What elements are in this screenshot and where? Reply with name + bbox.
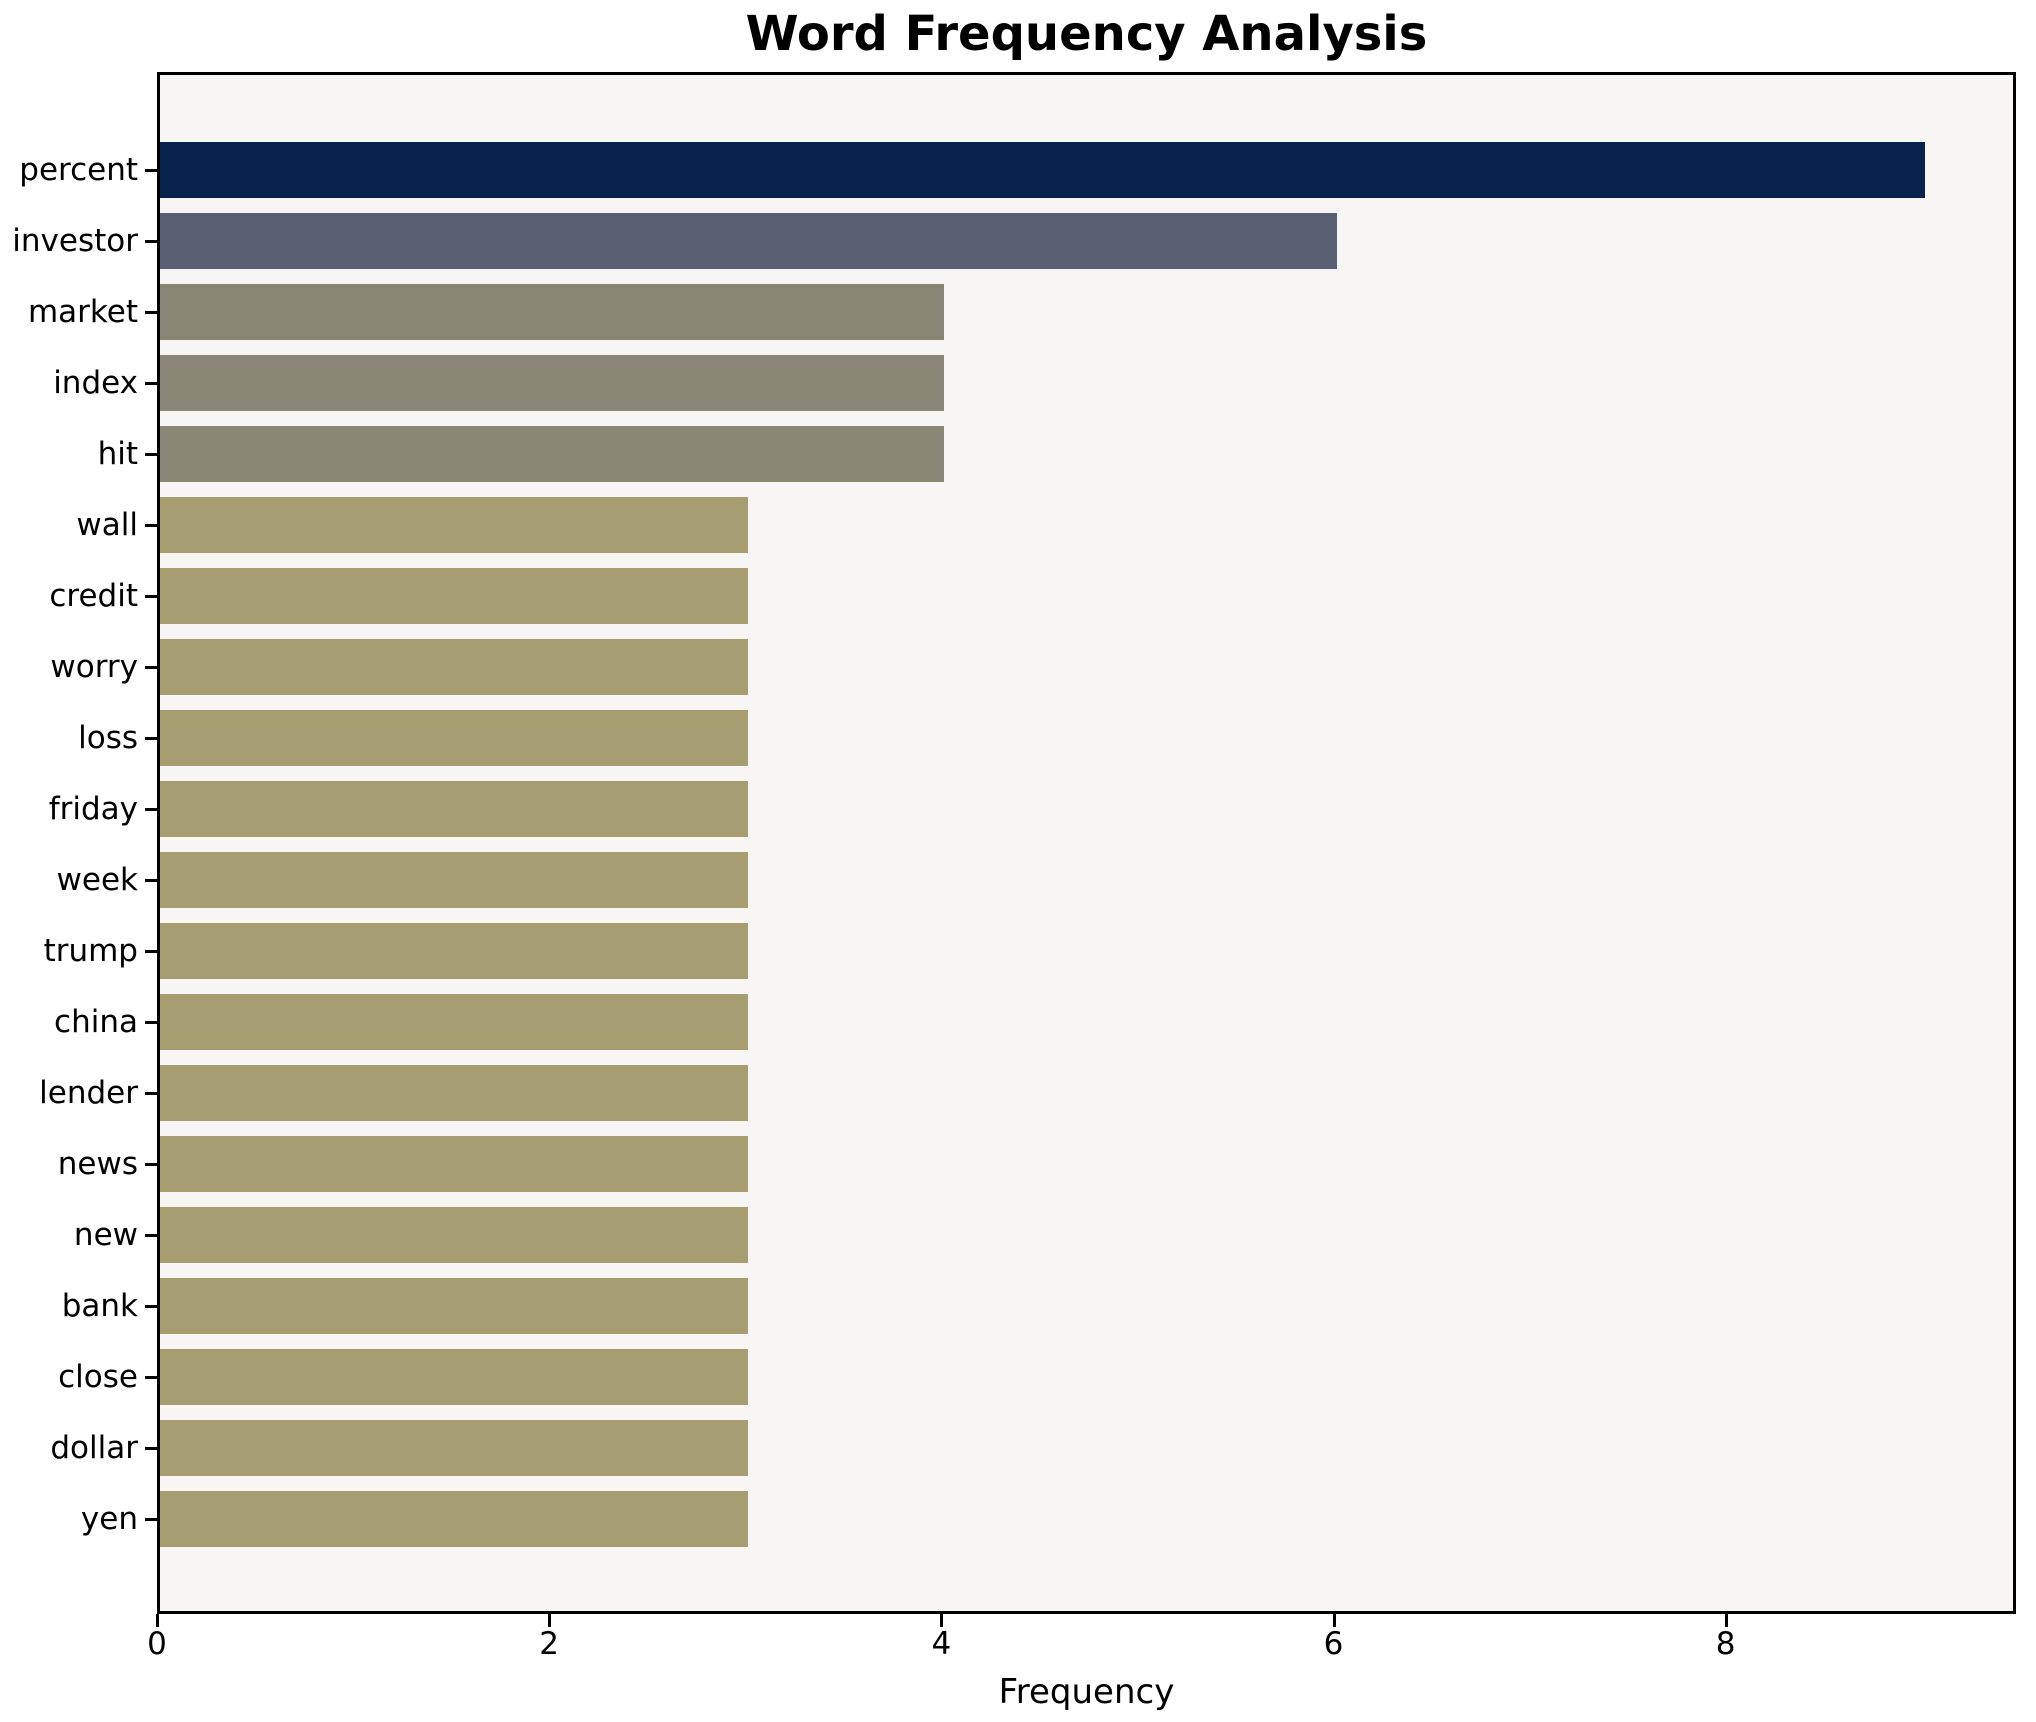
x-tick-mark-4 xyxy=(940,1614,944,1627)
y-tick-mark-investor xyxy=(145,240,157,243)
y-tick-mark-index xyxy=(145,382,157,385)
bar-lender xyxy=(160,1065,748,1121)
bar-yen xyxy=(160,1491,748,1547)
y-tick-mark-percent xyxy=(145,169,157,172)
y-tick-mark-trump xyxy=(145,950,157,953)
bar-friday xyxy=(160,781,748,837)
y-tick-label-news: news xyxy=(57,1146,138,1182)
x-tick-label-4: 4 xyxy=(931,1626,952,1662)
x-tick-mark-0 xyxy=(156,1614,159,1627)
y-tick-mark-yen xyxy=(145,1518,157,1521)
bar-worry xyxy=(160,639,748,695)
x-tick-label-0: 0 xyxy=(147,1626,167,1662)
bar-wall xyxy=(160,497,748,553)
x-tick-mark-2 xyxy=(548,1614,552,1627)
y-tick-label-wall: wall xyxy=(76,507,138,543)
x-axis-label: Frequency xyxy=(998,1672,1175,1712)
y-tick-mark-news xyxy=(145,1163,157,1166)
y-tick-mark-market xyxy=(145,311,157,314)
x-tick-mark-6 xyxy=(1332,1614,1336,1627)
bar-loss xyxy=(160,710,748,766)
bar-market xyxy=(160,284,944,340)
y-tick-label-loss: loss xyxy=(78,720,138,756)
y-tick-label-yen: yen xyxy=(80,1501,138,1537)
bar-hit xyxy=(160,426,944,482)
y-tick-mark-wall xyxy=(145,524,157,527)
y-tick-mark-credit xyxy=(145,595,157,598)
y-tick-label-hit: hit xyxy=(97,436,138,472)
x-tick-mark-8 xyxy=(1724,1614,1728,1627)
chart-title: Word Frequency Analysis xyxy=(745,6,1428,62)
y-tick-label-market: market xyxy=(27,294,138,330)
x-tick-label-8: 8 xyxy=(1715,1626,1736,1662)
bar-bank xyxy=(160,1278,748,1334)
y-tick-label-credit: credit xyxy=(49,578,138,614)
bar-credit xyxy=(160,568,748,624)
y-tick-label-investor: investor xyxy=(12,223,138,259)
bar-index xyxy=(160,355,944,411)
y-tick-mark-loss xyxy=(145,737,157,740)
y-tick-label-china: china xyxy=(54,1004,138,1040)
y-tick-mark-hit xyxy=(145,453,157,456)
y-tick-label-dollar: dollar xyxy=(50,1430,138,1466)
y-tick-label-worry: worry xyxy=(50,649,138,685)
y-tick-label-new: new xyxy=(73,1217,138,1253)
y-tick-mark-close xyxy=(145,1376,157,1379)
y-tick-mark-worry xyxy=(145,666,157,669)
y-tick-mark-new xyxy=(145,1234,157,1237)
bar-dollar xyxy=(160,1420,748,1476)
x-tick-label-6: 6 xyxy=(1323,1626,1344,1662)
y-tick-label-week: week xyxy=(56,862,138,898)
bar-china xyxy=(160,994,748,1050)
bar-investor xyxy=(160,213,1337,269)
bar-new xyxy=(160,1207,748,1263)
y-tick-label-trump: trump xyxy=(43,933,138,969)
y-tick-mark-china xyxy=(145,1021,157,1024)
y-tick-mark-lender xyxy=(145,1092,157,1095)
y-tick-mark-dollar xyxy=(145,1447,157,1450)
bar-percent xyxy=(160,142,1925,198)
bar-news xyxy=(160,1136,748,1192)
y-tick-mark-friday xyxy=(145,808,157,811)
bar-week xyxy=(160,852,748,908)
y-tick-label-close: close xyxy=(58,1359,138,1395)
bar-trump xyxy=(160,923,748,979)
x-tick-label-2: 2 xyxy=(539,1626,560,1662)
y-tick-label-lender: lender xyxy=(39,1075,138,1111)
y-tick-label-index: index xyxy=(53,365,138,401)
bar-close xyxy=(160,1349,748,1405)
y-tick-label-friday: friday xyxy=(48,791,138,827)
y-tick-mark-bank xyxy=(145,1305,157,1308)
plot-area xyxy=(157,72,2016,1614)
y-tick-label-bank: bank xyxy=(61,1288,138,1324)
y-tick-mark-week xyxy=(145,879,157,882)
y-tick-label-percent: percent xyxy=(19,152,138,188)
